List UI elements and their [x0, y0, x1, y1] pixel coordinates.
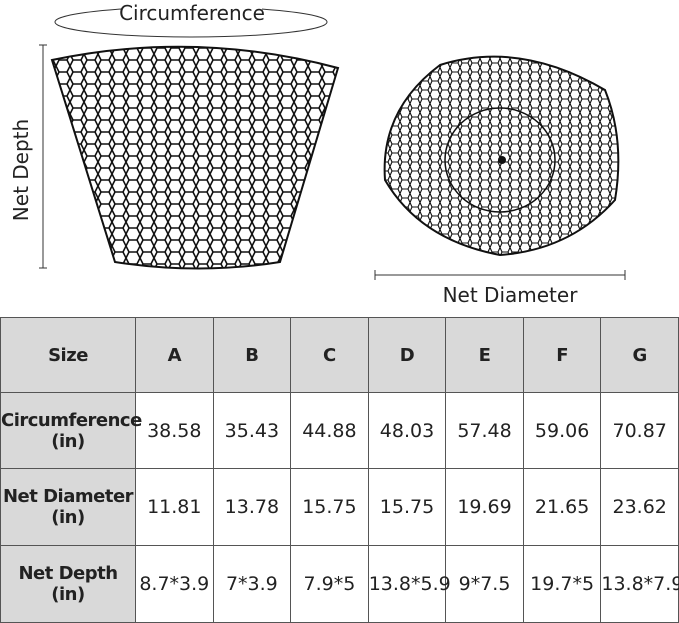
- header-row: Size A B C D E F G: [0, 317, 679, 393]
- table-cell: 48.03: [367, 392, 447, 469]
- header-cell: E: [445, 317, 524, 393]
- label-bg: [122, 2, 262, 24]
- table-cell: 15.75: [367, 468, 447, 546]
- table-cell: 21.65: [522, 468, 602, 546]
- table-cell: 13.78: [212, 468, 292, 546]
- table-cell: 7.9*5: [290, 545, 369, 623]
- table-cell: 57.48: [445, 392, 524, 469]
- table-cell: 15.75: [290, 468, 369, 546]
- row-label-line: (in): [51, 507, 85, 528]
- table-cell: 70.87: [600, 392, 679, 469]
- row-label-line: (in): [51, 430, 85, 452]
- table-cell: 59.06: [522, 392, 602, 469]
- table-cell: 23.62: [600, 468, 679, 546]
- table-cell: 7*3.9: [212, 545, 292, 623]
- table-cell: 8.7*3.9: [135, 545, 214, 623]
- net-diameter-label: Net Diameter: [443, 283, 579, 307]
- row-label: Circumference (in): [0, 392, 142, 469]
- table-cell: 19.7*5: [522, 545, 602, 623]
- table-cell: 11.81: [135, 468, 214, 546]
- table-cell: 13.8*5.9: [367, 545, 451, 623]
- header-cell: A: [135, 317, 214, 393]
- table-cell: 19.69: [445, 468, 524, 546]
- header-cell: B: [212, 317, 292, 393]
- table-cell: 9*7.5: [445, 545, 524, 623]
- table-cell: 44.88: [290, 392, 369, 469]
- table-row: Net Diameter (in) 11.81 13.78 15.75 15.75 19.6…: [0, 468, 679, 546]
- table-row: Net Depth (in) 8.7*3.9 7*3.9 7.9*5 13.8*5.9 9*…: [0, 545, 679, 623]
- net-center: [498, 156, 506, 164]
- size-table: Size A B C D E F G Circumference (in) 38.58 35.43 44…: [0, 317, 679, 623]
- table-cell: 35.43: [212, 392, 292, 469]
- row-label-line: Circumference: [1, 409, 142, 431]
- table-cell: 38.58: [135, 392, 214, 469]
- header-cell: C: [290, 317, 369, 393]
- net-side: [50, 45, 340, 270]
- header-cell: Size: [0, 317, 136, 393]
- diagram: Circumference Net Depth Net Diameter: [9, 1, 626, 307]
- table-row: Circumference (in) 38.58 35.43 44.88 48.03 57.…: [0, 392, 679, 469]
- header-cell: G: [600, 317, 679, 393]
- net-depth-label: Net Depth: [9, 119, 33, 221]
- header-cell: D: [367, 317, 447, 393]
- row-label-line: (in): [51, 584, 85, 605]
- header-cell: F: [522, 317, 602, 393]
- circumference-label: Circumference: [119, 1, 265, 25]
- row-label-line: Net Depth: [18, 563, 118, 584]
- row-label: Net Diameter (in): [0, 468, 136, 546]
- row-label-line: Net Diameter: [2, 486, 134, 507]
- row-label: Net Depth (in): [0, 545, 136, 623]
- table-cell: 13.8*7.9: [600, 545, 679, 623]
